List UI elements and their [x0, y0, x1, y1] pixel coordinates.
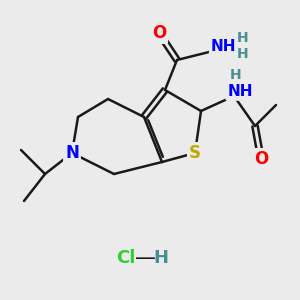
Text: H: H: [230, 68, 241, 82]
Text: NH: NH: [227, 84, 253, 99]
Text: O: O: [254, 150, 268, 168]
Text: H: H: [153, 249, 168, 267]
Text: N: N: [65, 144, 79, 162]
Text: O: O: [152, 24, 166, 42]
Text: H: H: [237, 47, 249, 61]
Text: —: —: [135, 248, 156, 268]
Text: NH: NH: [211, 39, 236, 54]
Text: H: H: [237, 31, 249, 44]
Text: Cl: Cl: [116, 249, 136, 267]
Text: S: S: [189, 144, 201, 162]
